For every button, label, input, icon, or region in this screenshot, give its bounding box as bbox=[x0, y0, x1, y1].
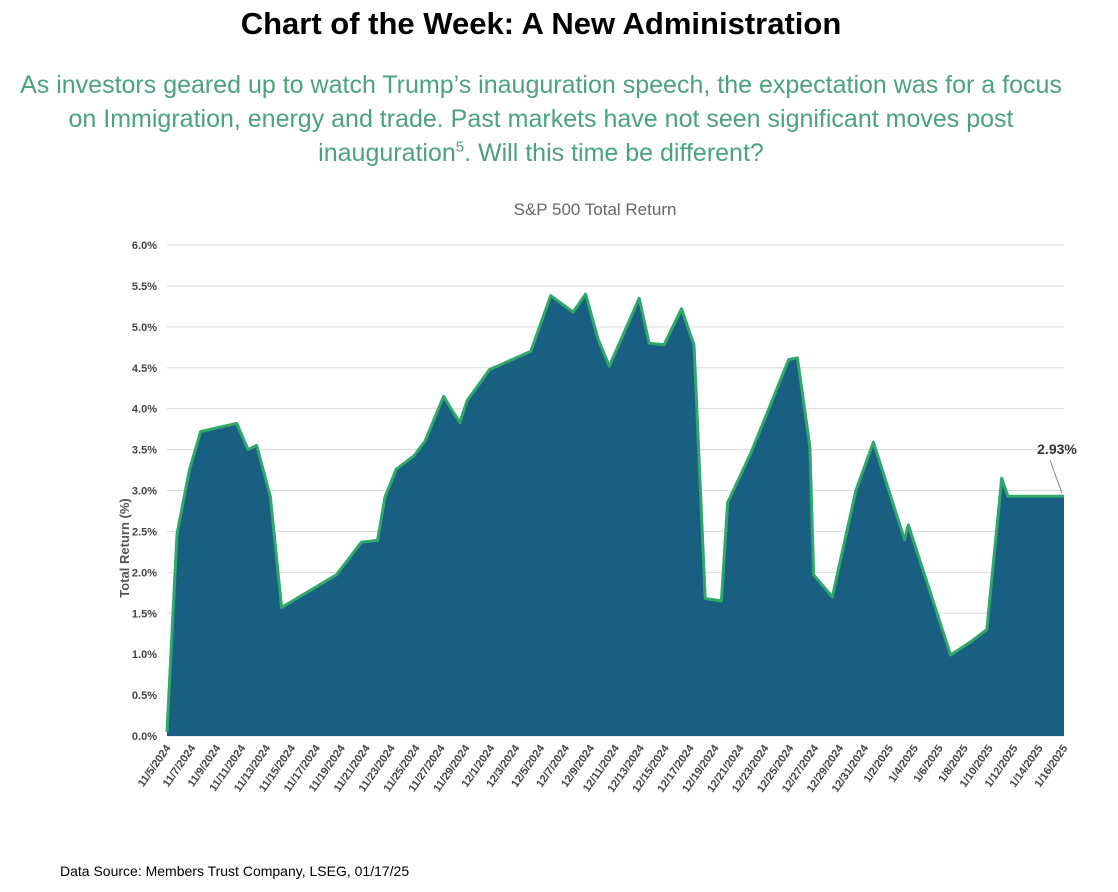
subtitle-main: As investors geared up to watch Trump’s … bbox=[20, 71, 1062, 167]
y-tick-label: 5.5% bbox=[132, 281, 157, 293]
footnote-marker: 5 bbox=[455, 138, 465, 156]
y-axis-ticks: 0.0% 0.5% 1.0% 1.5% 2.0% 2.5% 3.0% 3.5% 4.0% 4.5%… bbox=[132, 240, 157, 743]
y-tick-label: 6.0% bbox=[132, 240, 157, 252]
area-series bbox=[167, 294, 1064, 736]
y-tick-label: 3.0% bbox=[132, 486, 157, 498]
x-axis-ticks: 11/5/202411/7/202411/9/202411/11/202411/… bbox=[136, 742, 1071, 795]
y-tick-label: 3.5% bbox=[132, 445, 157, 457]
data-source-note: Data Source: Members Trust Company, LSEG… bbox=[60, 863, 410, 879]
y-tick-label: 0.0% bbox=[132, 731, 157, 743]
chart-title: S&P 500 Total Return bbox=[514, 200, 677, 219]
subtitle-end: . Will this time be different? bbox=[464, 139, 764, 167]
area-chart: S&P 500 Total Return 0.0% 0.5% 1.0% 1.5% 2.0… bbox=[117, 200, 1077, 795]
y-tick-label: 2.5% bbox=[132, 526, 157, 538]
annotation-leader bbox=[1049, 460, 1063, 494]
y-tick-label: 1.5% bbox=[132, 608, 157, 620]
y-tick-label: 0.5% bbox=[132, 690, 157, 702]
y-axis-label: Total Return (%) bbox=[117, 498, 132, 597]
y-tick-label: 4.5% bbox=[132, 363, 157, 375]
y-tick-label: 2.0% bbox=[132, 567, 157, 579]
subtitle: As investors geared up to watch Trump’s … bbox=[20, 68, 1062, 170]
series-line bbox=[165, 292, 1064, 732]
y-tick-label: 5.0% bbox=[132, 322, 157, 334]
chart-title-main: Chart of the Week: A New Administration bbox=[240, 6, 842, 41]
data-label-last: 2.93% bbox=[1037, 441, 1077, 457]
y-tick-label: 4.0% bbox=[132, 404, 157, 416]
y-tick-label: 1.0% bbox=[132, 649, 157, 661]
